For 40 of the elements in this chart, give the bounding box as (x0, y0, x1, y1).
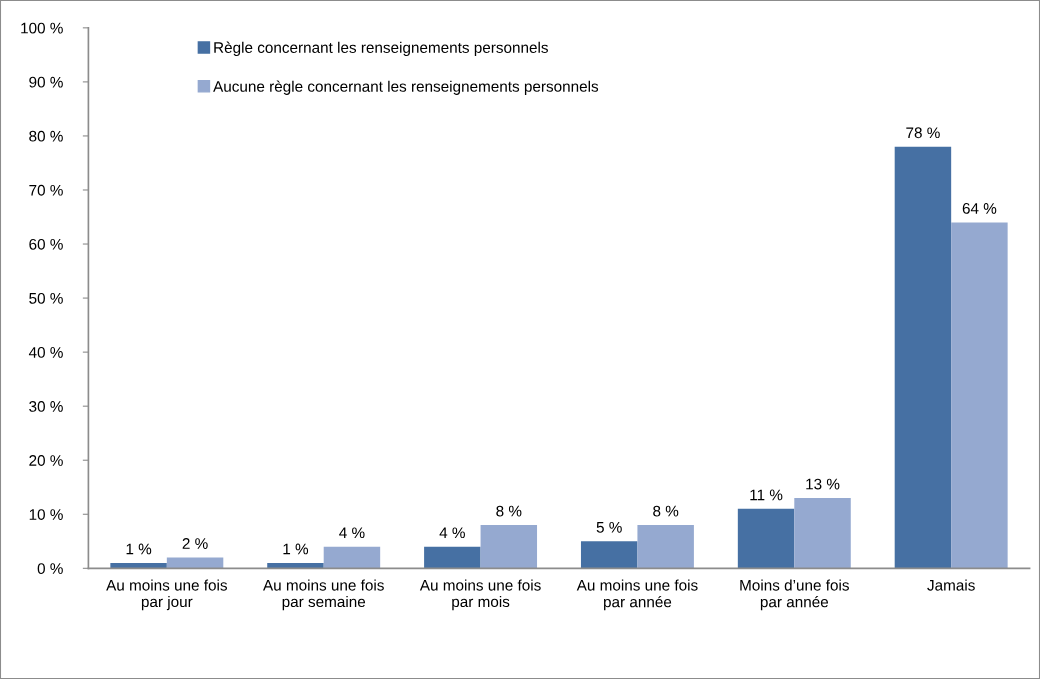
y-tick-label: 40 % (28, 347, 63, 358)
y-tick-label: 80 % (29, 130, 63, 142)
data-label: 8 % (496, 505, 522, 517)
bar (480, 525, 538, 569)
data-label: 1 % (283, 543, 309, 555)
bar (951, 222, 1008, 569)
y-tick-label: 10 % (29, 509, 63, 520)
bar (323, 546, 381, 569)
y-tick-label: 20 % (29, 455, 63, 466)
y-tick-label: 70 % (29, 184, 63, 196)
x-tick-label: Au moins une fois par jour (106, 579, 227, 611)
y-tick-label: 60 % (29, 238, 63, 250)
y-tick-label: 50 % (29, 292, 63, 304)
data-label: 78 % (906, 127, 940, 139)
bar (737, 508, 795, 569)
data-label: 8 % (653, 505, 679, 517)
data-label: 2 % (182, 538, 208, 549)
legend-label: Aucune règle concernant les renseignements personnels (213, 80, 599, 95)
y-tick-label: 90 % (29, 76, 63, 88)
x-tick-label: Jamais (927, 579, 975, 591)
bar (637, 525, 694, 569)
bar (794, 498, 851, 569)
y-tick-label: 0 % (37, 563, 63, 575)
bar (894, 146, 952, 569)
data-label: 4 % (339, 527, 365, 539)
bar (580, 541, 638, 569)
x-tick-label: Au moins une fois par mois (419, 579, 541, 611)
data-label: 5 % (596, 521, 622, 533)
y-tick-label: 100 % (21, 22, 63, 34)
data-label: 11 % (750, 489, 783, 501)
x-tick-label: Moins d’une fois par année (740, 579, 849, 611)
bar (424, 546, 481, 569)
y-tick-label: 30 % (29, 401, 63, 412)
data-label: 4 % (439, 527, 465, 539)
x-tick-label: Au moins une fois par année (576, 579, 698, 611)
data-label: 1 % (126, 543, 152, 555)
x-tick-label: Au moins une fois par semaine (263, 579, 384, 611)
legend-label: Règle concernant les renseignements personnels (214, 41, 548, 57)
data-label: 64 % (962, 203, 997, 214)
data-label: 13 % (806, 478, 840, 490)
